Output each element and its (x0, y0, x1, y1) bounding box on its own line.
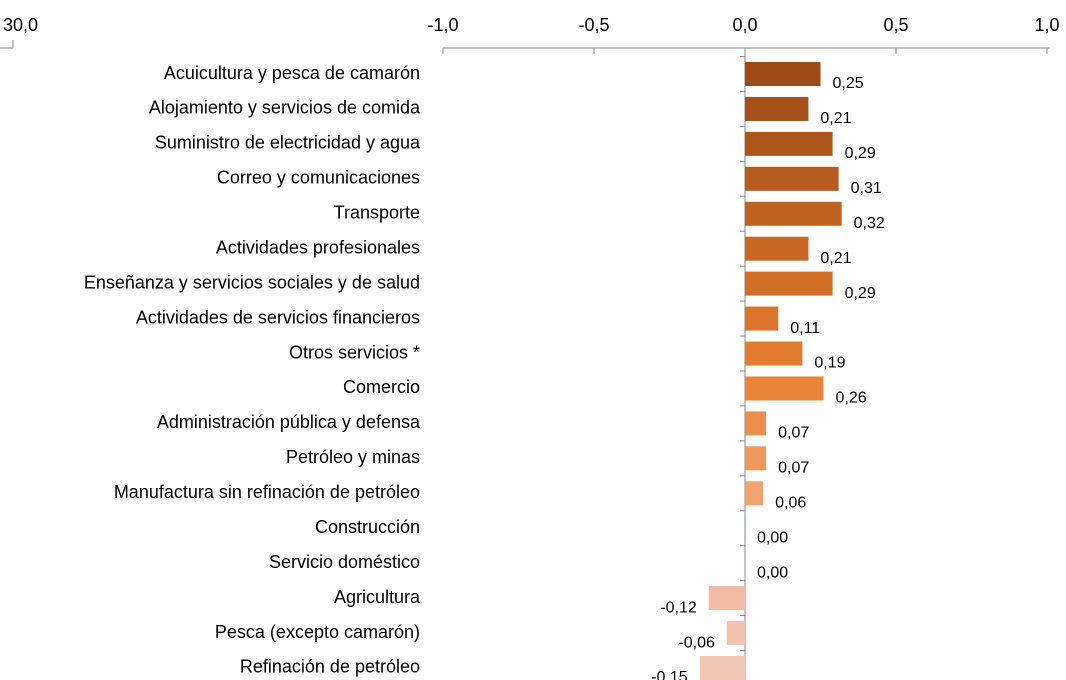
value-label: 0,21 (820, 110, 851, 127)
category-label: Acuicultura y pesca de camarón (164, 63, 420, 83)
bar (708, 586, 745, 611)
bar (745, 271, 833, 296)
value-label: 0,21 (820, 250, 851, 267)
value-label: 0,26 (836, 390, 867, 407)
category-label: Manufactura sin refinación de petróleo (114, 482, 420, 502)
category-label: Enseñanza y servicios sociales y de salu… (84, 272, 420, 292)
bar (745, 516, 746, 541)
bar (726, 621, 745, 646)
value-label: 0,29 (845, 285, 876, 302)
value-label: 0,07 (778, 425, 809, 442)
bar (745, 481, 764, 506)
category-label: Transporte (334, 203, 420, 223)
value-label: 0,07 (778, 460, 809, 477)
bar (745, 306, 779, 331)
category-label: Suministro de electricidad y agua (155, 133, 421, 153)
bar (699, 655, 745, 680)
category-label: Otros servicios * (289, 342, 420, 362)
bar (745, 131, 833, 156)
value-label: 0,11 (790, 320, 820, 337)
x-tick-label: 0,0 (732, 15, 757, 35)
value-label: -0,06 (678, 634, 715, 651)
bar (745, 551, 746, 576)
category-label: Comercio (343, 377, 420, 397)
value-label: 0,32 (854, 215, 885, 232)
category-label: Actividades de servicios financieros (136, 307, 420, 327)
category-label: Petróleo y minas (286, 447, 420, 467)
x-tick-label: 0,5 (883, 15, 908, 35)
value-label: 0,06 (775, 494, 806, 511)
value-label: 0,19 (814, 355, 845, 372)
x-tick-label: -0,5 (578, 15, 609, 35)
x-tick-label: -1,0 (427, 15, 458, 35)
value-label: 0,00 (757, 529, 788, 546)
value-label: 0,31 (851, 180, 882, 197)
bar (745, 411, 767, 436)
annotation: 30,0 (3, 15, 38, 35)
value-label: 0,25 (833, 75, 864, 92)
value-label: -0,15 (651, 669, 688, 680)
bar (745, 341, 803, 366)
category-label: Correo y comunicaciones (217, 168, 420, 188)
bar (745, 236, 809, 261)
value-label: -0,12 (660, 599, 697, 616)
category-label: Servicio doméstico (269, 552, 420, 572)
bar (745, 166, 839, 191)
category-label: Administración pública y defensa (157, 412, 421, 432)
category-label: Agricultura (334, 587, 421, 607)
bar (745, 446, 767, 471)
bar (745, 201, 842, 226)
category-label: Alojamiento y servicios de comida (149, 98, 421, 118)
category-label: Construcción (315, 517, 420, 537)
value-label: 0,29 (845, 145, 876, 162)
category-label: Refinación de petróleo (240, 657, 420, 677)
bar (745, 96, 809, 121)
category-label: Actividades profesionales (216, 237, 420, 257)
x-tick-label: 1,0 (1034, 15, 1059, 35)
category-label: Pesca (excepto camarón) (215, 622, 420, 642)
bar (745, 62, 821, 86)
bar (745, 376, 824, 401)
value-label: 0,00 (757, 564, 788, 581)
